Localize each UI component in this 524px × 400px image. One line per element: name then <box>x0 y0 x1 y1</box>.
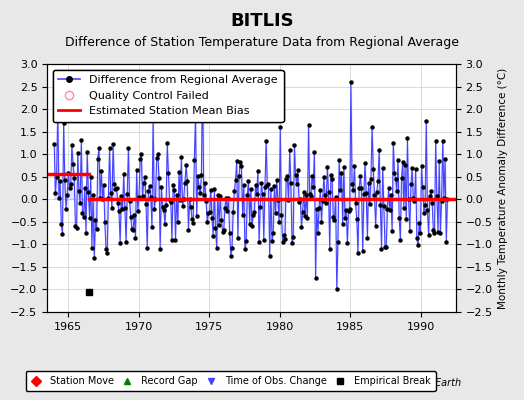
Y-axis label: Monthly Temperature Anomaly Difference (°C): Monthly Temperature Anomaly Difference (… <box>498 67 508 309</box>
Text: Berkeley Earth: Berkeley Earth <box>389 378 461 388</box>
Text: Difference of Station Temperature Data from Regional Average: Difference of Station Temperature Data f… <box>65 36 459 49</box>
Legend: Difference from Regional Average, Quality Control Failed, Estimated Station Mean: Difference from Regional Average, Qualit… <box>53 70 283 122</box>
Legend: Station Move, Record Gap, Time of Obs. Change, Empirical Break: Station Move, Record Gap, Time of Obs. C… <box>26 372 435 391</box>
Text: BITLIS: BITLIS <box>230 12 294 30</box>
